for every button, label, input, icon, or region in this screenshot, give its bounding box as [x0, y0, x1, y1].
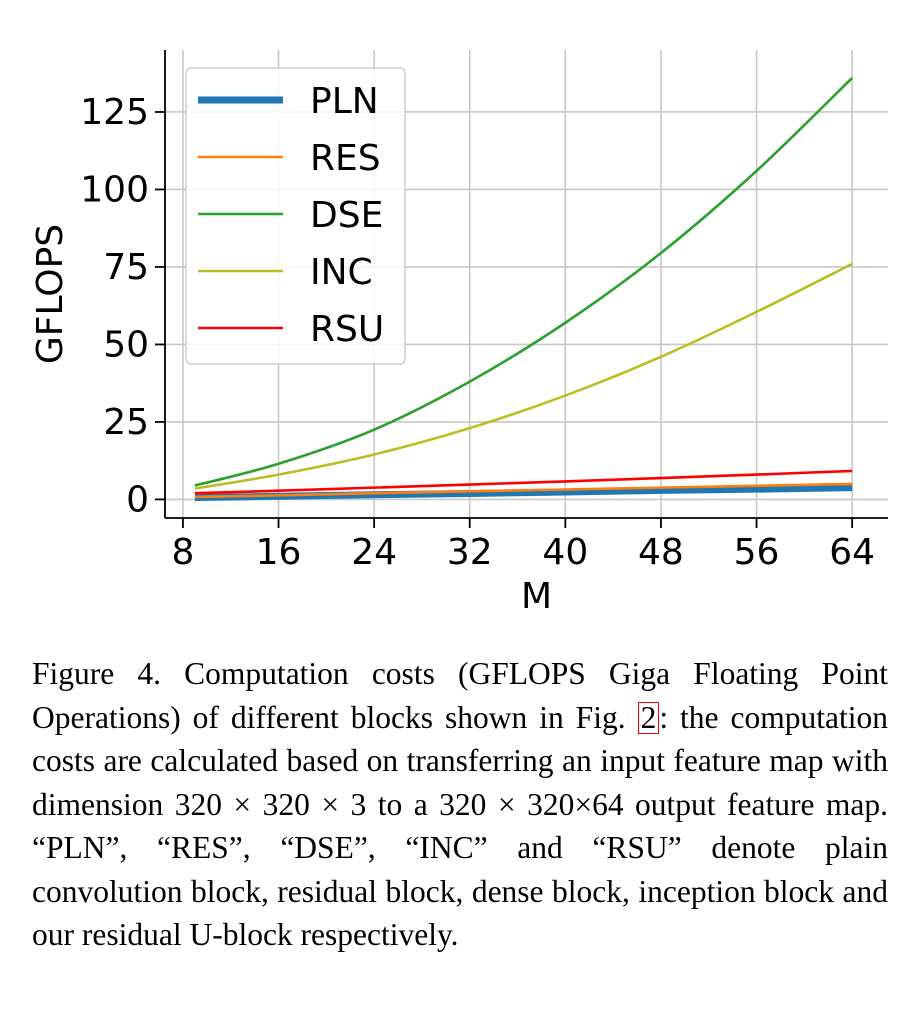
- legend-label-dse: DSE: [310, 195, 383, 236]
- x-tick-label: 8: [171, 532, 194, 573]
- axes: 8 16 24 32 40 48 56 64 0 25 50 75 100 125: [80, 50, 888, 573]
- legend-label-pln: PLN: [310, 81, 379, 122]
- legend: PLN RES DSE INC RSU: [185, 67, 406, 365]
- series-line-res: [194, 482, 853, 499]
- x-tick-label: 32: [447, 532, 493, 573]
- x-axis-label: M: [521, 576, 552, 617]
- caption-text-end: : the computation costs are calculated b…: [32, 699, 888, 953]
- series-line-rsu: [194, 469, 853, 495]
- figure-caption: Figure 4. Computation costs (GFLOPS Giga…: [32, 652, 888, 957]
- legend-label-rsu: RSU: [310, 309, 384, 350]
- figure-reference-link[interactable]: 2: [637, 701, 660, 734]
- x-tick-label: 56: [734, 532, 780, 573]
- y-tick-label: 0: [126, 479, 149, 520]
- x-tick-label: 24: [351, 532, 397, 573]
- y-tick-label: 25: [103, 402, 149, 443]
- y-tick-label: 100: [80, 169, 149, 210]
- y-tick-label: 125: [80, 92, 149, 133]
- x-tick-label: 48: [638, 532, 684, 573]
- legend-label-inc: INC: [310, 252, 373, 293]
- series-line-inc: [194, 262, 853, 490]
- chart: 8 16 24 32 40 48 56 64 0 25 50 75 100 125 PLN RES DSE IN…: [30, 50, 888, 617]
- series-line-dse: [194, 76, 854, 487]
- x-tick-label: 64: [829, 532, 875, 573]
- x-tick-label: 40: [542, 532, 588, 573]
- y-tick-label: 50: [103, 324, 149, 365]
- y-tick-label: 75: [103, 247, 149, 288]
- series-lines: [194, 76, 854, 502]
- legend-box: [185, 67, 406, 365]
- caption-text-start: Figure 4. Computation costs (GFLOPS Giga…: [32, 656, 888, 735]
- legend-label-res: RES: [310, 138, 381, 179]
- x-tick-label: 16: [256, 532, 302, 573]
- y-axis-label: GFLOPS: [30, 224, 71, 364]
